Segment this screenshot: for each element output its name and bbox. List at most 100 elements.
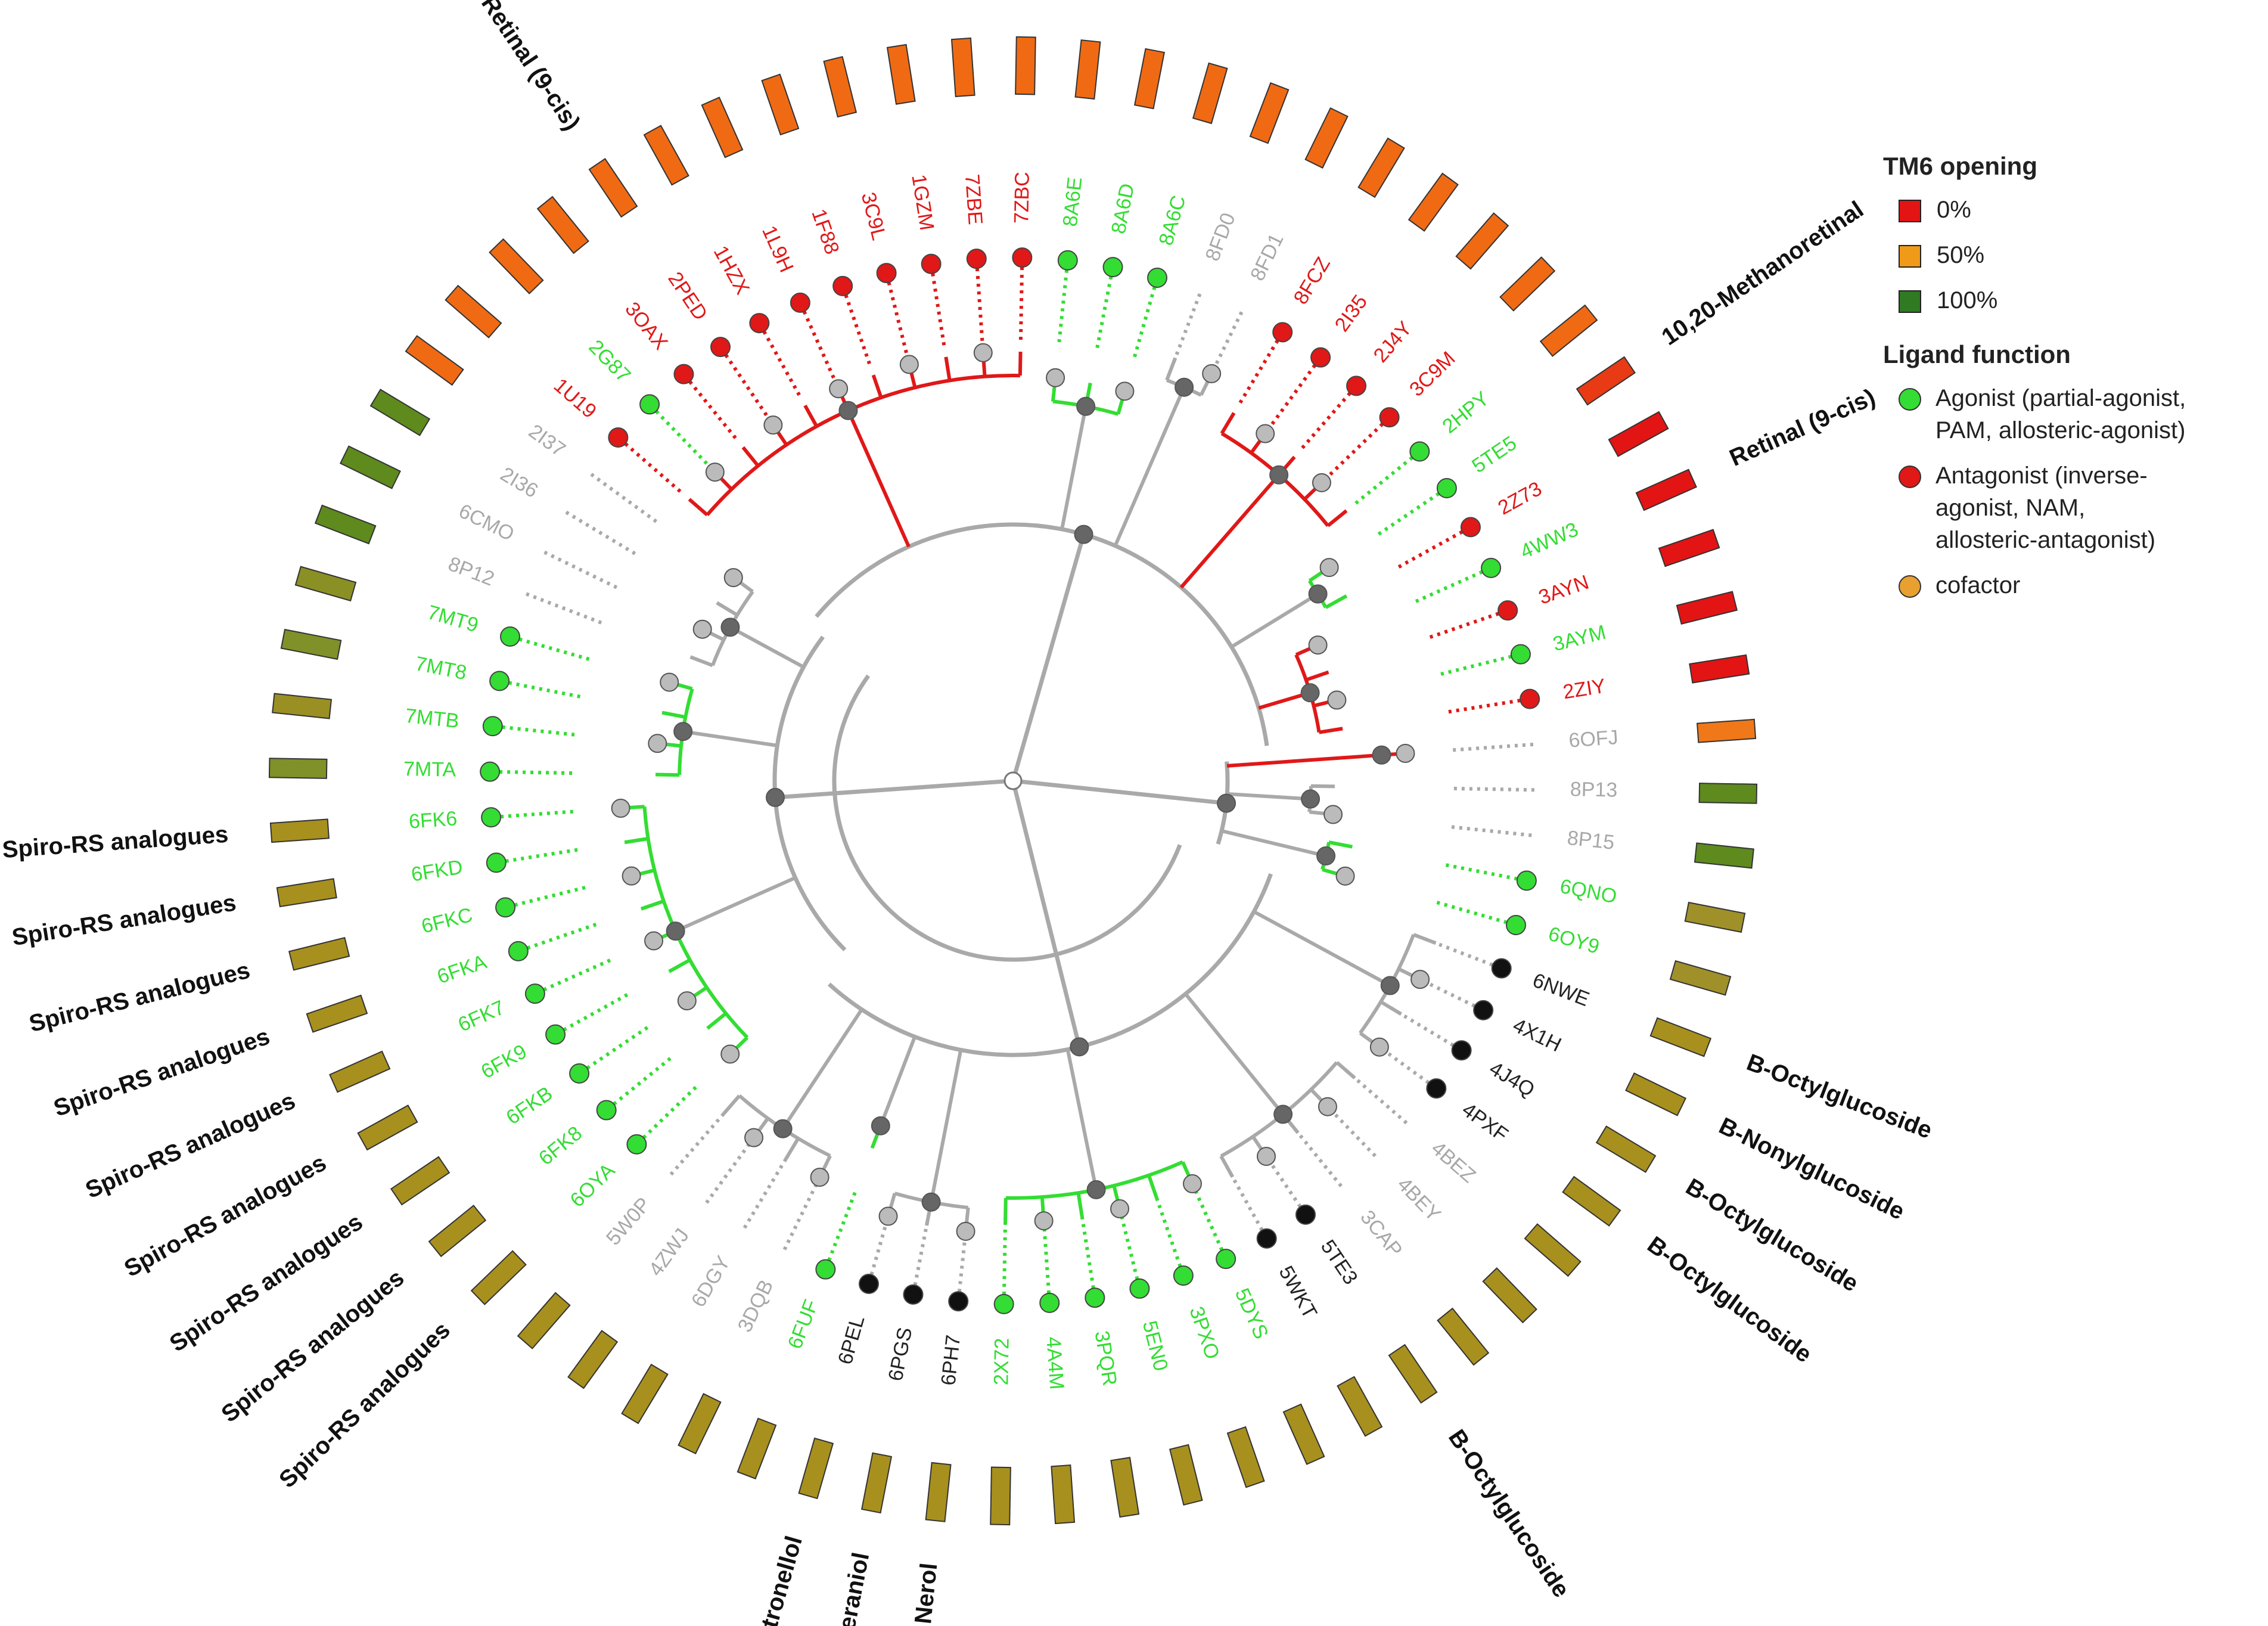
ligand-dot-icon — [1409, 441, 1430, 462]
clade-stem — [1065, 1049, 1098, 1190]
tree-node — [1076, 396, 1096, 416]
tree-node — [810, 1168, 829, 1187]
clade-stem — [1060, 406, 1088, 530]
clade-stem — [729, 625, 804, 669]
tm6-bar — [269, 818, 330, 843]
leaf-branch — [1319, 727, 1343, 734]
tm6-bar — [1437, 1307, 1490, 1366]
tree-node — [1335, 866, 1355, 886]
tm6-bar — [1226, 1426, 1265, 1488]
tm6-bar — [1192, 62, 1228, 125]
tm6-bar — [428, 1205, 487, 1258]
leaf-id-label: 2X72 — [990, 1338, 1013, 1385]
ligand-dot-icon — [545, 1024, 566, 1045]
clade-stem — [675, 876, 796, 933]
ligand-dot-icon — [921, 253, 942, 274]
antagonist-dot-icon — [1899, 466, 1921, 488]
tm6-bar — [1482, 1267, 1537, 1324]
ligand-annotation: Nerol — [910, 1562, 942, 1625]
clade-stem — [1226, 753, 1382, 768]
ligand-dot-icon — [710, 337, 731, 358]
leaf-connector — [841, 285, 871, 365]
leaf-connector — [782, 1176, 822, 1252]
leaf-id-label: 1F88 — [807, 206, 843, 257]
backbone-branch — [775, 778, 1014, 800]
leaf-branch — [661, 710, 686, 719]
leaf-connector — [1397, 525, 1472, 569]
tree-node — [648, 734, 667, 753]
leaf-branch — [706, 1011, 728, 1030]
legend-tm6-title: TM6 opening — [1883, 152, 2037, 180]
leaf-id-label: 4WW3 — [1517, 518, 1582, 563]
legend-tm6-item: 0% — [1899, 194, 2247, 226]
leaf-id-label: 2J4Y — [1369, 317, 1417, 367]
tree-node — [673, 722, 693, 741]
leaf-id-label: 2G87 — [584, 336, 635, 387]
leaf-connector — [974, 258, 984, 342]
tm6-bar — [357, 1104, 418, 1151]
leaf-id-label: 6PEL — [834, 1313, 869, 1367]
legend-ligand-title: Ligand function — [1883, 340, 2071, 368]
ligand-dot-icon — [1510, 644, 1531, 665]
leaf-id-label: 1GZM — [907, 173, 938, 232]
ligand-dot-icon — [1295, 1204, 1316, 1225]
tree-node — [1074, 525, 1093, 544]
cofactor-dot-icon — [1899, 575, 1921, 598]
tm6-bar — [1576, 356, 1636, 406]
leaf-id-label: 6FKD — [409, 856, 464, 886]
tree-node — [666, 921, 685, 941]
leaf-connector — [929, 263, 946, 346]
leaf-connector — [884, 272, 908, 353]
leaf-branch — [689, 655, 713, 668]
leaf-id-label: 6OYA — [566, 1159, 619, 1212]
leaf-2i37: 2I37 — [405, 335, 570, 461]
leaf-id-label: 3C9L — [857, 190, 891, 243]
tm6-bar — [1074, 39, 1101, 100]
clade-stem — [682, 730, 778, 747]
tm6-bar — [280, 628, 342, 660]
backbone-branch — [1011, 533, 1086, 781]
leaf-connector — [1451, 825, 1534, 837]
leaf-connector — [1270, 356, 1322, 426]
leaf-7zbe: 7ZBE — [950, 37, 987, 269]
leaf-id-label: 7MT9 — [425, 601, 481, 637]
leaf-connector — [719, 346, 768, 417]
leaf-connector — [1424, 937, 1502, 970]
leaf-connector — [1057, 260, 1070, 343]
tm6-bar — [1499, 256, 1556, 312]
legend-ligand-item: Antagonist (inverse- agonist, NAM, allos… — [1899, 460, 2247, 556]
tree-node — [1327, 690, 1347, 710]
leaf-connector — [1191, 1183, 1228, 1260]
leaf-connector — [1289, 1122, 1344, 1189]
leaf-connector — [1080, 1216, 1097, 1298]
legend-ligand-label: Agonist (partial-agonist, PAM, allosteri… — [1935, 385, 2186, 443]
ligand-dot-icon — [489, 671, 510, 691]
leaf-id-label: 2ZIY — [1561, 675, 1607, 704]
backbone-arc — [827, 873, 1273, 1057]
leaf-connector — [1238, 331, 1284, 404]
leaf-id-label: 6PH7 — [937, 1334, 965, 1387]
tree-node — [720, 1044, 740, 1064]
leaf-6qno: 6QNO — [1516, 870, 1746, 933]
leaf-connector — [490, 809, 574, 820]
leaf-7mta: 7MTA — [268, 758, 501, 782]
ligand-annotation: Geraniol — [830, 1550, 874, 1626]
clade-stem — [846, 409, 911, 548]
leaf-id-label: 6OY9 — [1546, 923, 1602, 958]
tree-node — [622, 866, 641, 886]
tm6-bar — [314, 504, 377, 545]
leaf-connector — [588, 471, 658, 523]
leaf-connector — [1344, 1069, 1409, 1126]
leaf-id-label: 6CMO — [455, 499, 518, 545]
tm6-bar — [1684, 901, 1746, 933]
leaf-id-label: 8A6C — [1155, 193, 1191, 248]
leaf-connector — [1445, 863, 1527, 883]
leaf-1hzx: 1HZX — [643, 125, 770, 334]
leaf-branch — [1220, 412, 1236, 435]
leaf-id-label: 3C9M — [1405, 347, 1460, 401]
clade-stem — [1231, 592, 1319, 648]
tm6-bar — [737, 1417, 777, 1480]
leaf-id-label: 8FD1 — [1246, 230, 1288, 284]
leaf-1gzm: 1GZM — [886, 44, 942, 274]
tm6-bar — [990, 1466, 1011, 1526]
